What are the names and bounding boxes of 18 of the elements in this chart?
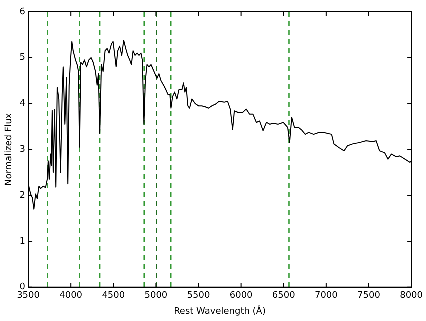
y-tick-label: 5 <box>20 53 26 64</box>
y-axis-title: Normalized Flux <box>4 112 15 186</box>
x-tick-label: 5000 <box>144 291 168 302</box>
y-tick-label: 4 <box>20 99 26 110</box>
x-tick-label: 5500 <box>187 291 210 302</box>
y-tick-label: 2 <box>20 190 26 201</box>
x-axis-title: Rest Wavelength (Å) <box>174 304 266 317</box>
x-tick-label: 6000 <box>230 291 254 302</box>
x-tick-label: 4500 <box>102 291 126 302</box>
x-tick-label: 8000 <box>400 291 424 302</box>
y-tick-label: 1 <box>20 236 26 247</box>
x-tick-label: 3500 <box>17 291 40 302</box>
x-tick-label: 7500 <box>358 291 381 302</box>
x-tick-label: 4000 <box>60 291 83 302</box>
x-tick-label: 7000 <box>314 291 338 302</box>
x-tick-label: 6500 <box>272 291 296 302</box>
y-tick-label: 6 <box>20 7 26 18</box>
y-tick-label: 3 <box>20 145 26 156</box>
